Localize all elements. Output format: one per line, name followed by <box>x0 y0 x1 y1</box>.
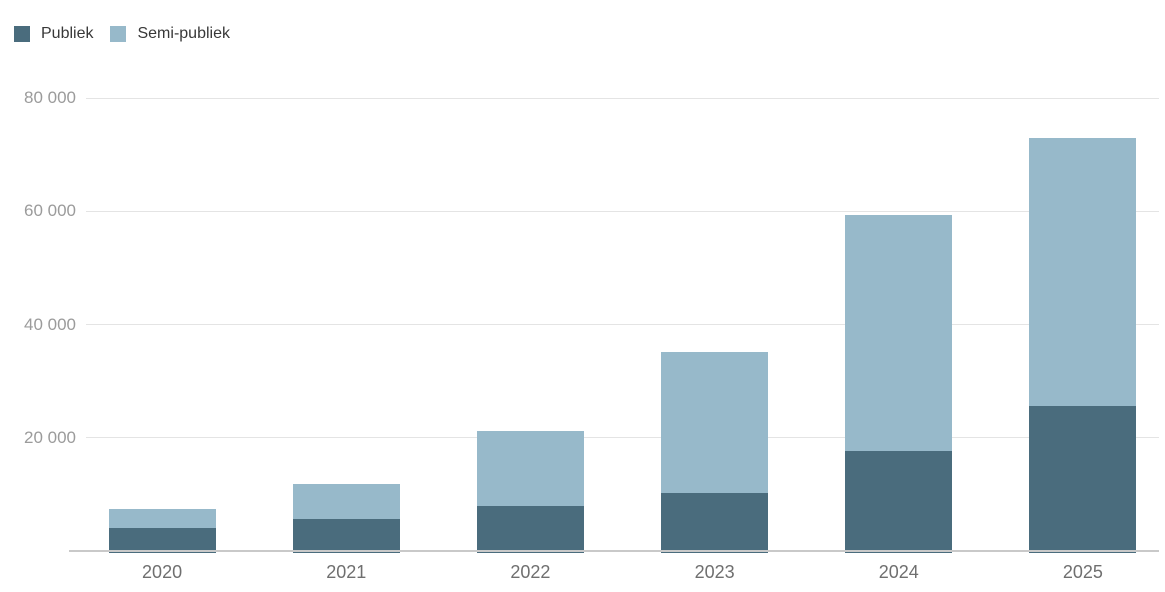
bar-2023-semi-publiek[interactable] <box>661 352 769 493</box>
gridline-20000 <box>86 437 1159 439</box>
y-axis-label-60000: 60 000 <box>24 201 76 221</box>
gridline-40000 <box>86 324 1159 325</box>
x-axis-label-2025: 2025 <box>1062 562 1103 582</box>
bar-2024-semi-publiek[interactable] <box>845 214 953 452</box>
semi-publiek-swatch-icon <box>110 26 127 42</box>
bar-2022-semi-publiek[interactable] <box>476 430 584 506</box>
x-axis-label-2023: 2023 <box>694 562 735 582</box>
bar-2020-publiek[interactable] <box>108 528 216 553</box>
y-axis-label-40000: 40 000 <box>24 314 76 334</box>
y-axis-label-80000: 80 000 <box>24 88 76 107</box>
x-axis-label-2020: 2020 <box>142 562 183 582</box>
semi-publiek-legend-label: Semi-publiek <box>137 25 230 42</box>
bar-2021-publiek[interactable] <box>292 518 400 553</box>
gridline-60000 <box>86 210 1159 212</box>
bar-2020-semi-publiek[interactable] <box>108 509 216 529</box>
x-axis-label-2024: 2024 <box>878 562 919 582</box>
publiek-legend-label: Publiek <box>41 25 94 42</box>
chart-legend: Publiek Semi-publiek <box>14 26 230 42</box>
x-axis-label-2022: 2022 <box>510 562 551 582</box>
legend-item-publiek[interactable]: Publiek <box>14 26 93 42</box>
bar-2024-publiek[interactable] <box>845 451 953 553</box>
publiek-swatch-icon <box>14 26 30 42</box>
bar-2021-semi-publiek[interactable] <box>292 484 400 519</box>
bar-2022-publiek[interactable] <box>476 505 584 553</box>
bar-2023-publiek[interactable] <box>661 492 769 553</box>
x-axis-label-2021: 2021 <box>326 562 367 582</box>
y-axis-label-20000: 20 000 <box>24 427 76 447</box>
bar-2025-semi-publiek[interactable] <box>1029 137 1137 407</box>
legend-item-semi-publiek[interactable]: Semi-publiek <box>110 25 230 42</box>
gridline-80000 <box>86 97 1159 99</box>
x-axis-line <box>69 549 1159 552</box>
bar-2025-publiek[interactable] <box>1029 406 1137 553</box>
